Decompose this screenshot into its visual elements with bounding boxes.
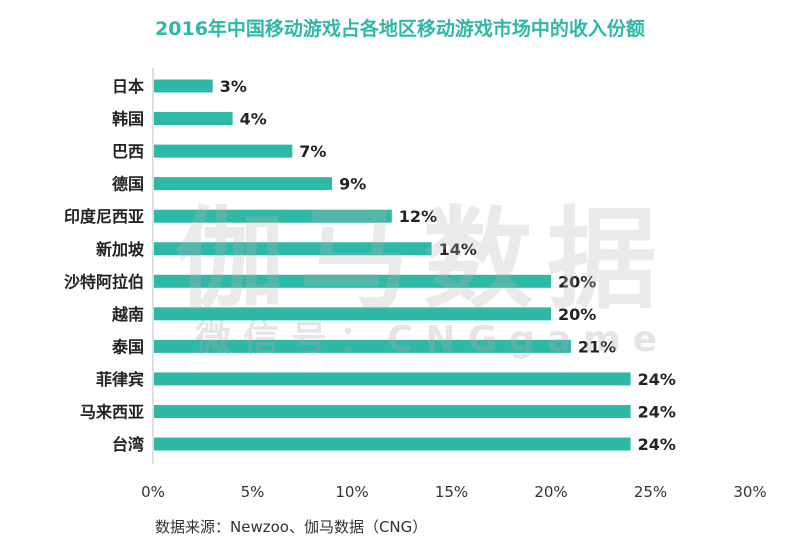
value-label-11: 24%: [638, 435, 676, 454]
bar-1: [154, 112, 233, 126]
bar-0: [154, 79, 213, 93]
labels-layer: 日本 3% 韩国 4% 巴西 7% 德国 9% 印度尼西亚 12% 新加坡 14% 沙特阿拉伯 20% 越南…: [64, 77, 676, 454]
x-tick-label-0: 0%: [141, 483, 165, 501]
bar-2: [154, 144, 293, 158]
x-tick-label-3: 15%: [435, 483, 468, 501]
value-label-6: 20%: [558, 272, 596, 291]
category-label-8: 泰国: [111, 337, 144, 356]
category-label-9: 菲律宾: [96, 370, 144, 389]
bar-9: [154, 372, 631, 386]
value-label-1: 4%: [240, 110, 267, 129]
source-note: 数据来源：Newzoo、伽马数据（CNG）: [155, 518, 428, 536]
category-label-2: 巴西: [112, 142, 144, 161]
bar-3: [154, 177, 333, 191]
category-label-5: 新加坡: [96, 240, 145, 259]
category-label-10: 马来西亚: [80, 403, 144, 422]
bar-6: [154, 274, 551, 288]
x-tick-label-5: 25%: [634, 483, 667, 501]
value-label-5: 14%: [439, 240, 477, 259]
value-label-8: 21%: [578, 337, 616, 356]
category-label-1: 韩国: [112, 110, 144, 129]
category-label-0: 日本: [112, 77, 144, 96]
category-label-6: 沙特阿拉伯: [64, 272, 144, 291]
bar-10: [154, 405, 631, 418]
bar-4: [154, 209, 392, 223]
value-label-4: 12%: [399, 207, 437, 226]
bar-8: [154, 339, 571, 353]
bars-layer: [154, 79, 631, 451]
category-label-7: 越南: [111, 305, 144, 324]
category-label-3: 德国: [112, 175, 144, 194]
value-label-2: 7%: [299, 142, 326, 161]
category-label-11: 台湾: [112, 435, 144, 454]
axis-layer: 0% 5% 10% 15% 20% 25% 30%: [141, 68, 767, 501]
bar-7: [154, 307, 551, 321]
value-label-3: 9%: [339, 175, 366, 194]
bar-5: [154, 242, 432, 256]
x-tick-label-2: 10%: [335, 483, 368, 501]
x-tick-label-6: 30%: [733, 483, 766, 501]
value-label-10: 24%: [638, 403, 676, 422]
chart-title: 2016年中国移动游戏占各地区移动游戏市场中的收入份额: [155, 18, 645, 40]
value-label-9: 24%: [638, 370, 676, 389]
value-label-7: 20%: [558, 305, 596, 324]
x-tick-label-1: 5%: [241, 483, 265, 501]
value-label-0: 3%: [220, 77, 247, 96]
bar-11: [154, 437, 631, 451]
x-tick-label-4: 20%: [534, 483, 567, 501]
category-label-4: 印度尼西亚: [64, 207, 144, 226]
